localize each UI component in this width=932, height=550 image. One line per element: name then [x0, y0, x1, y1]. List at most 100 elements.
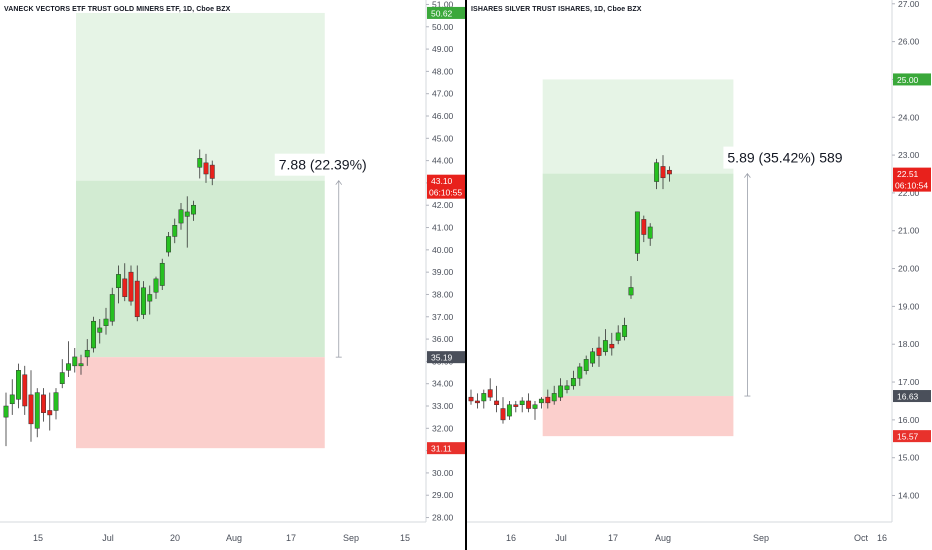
gdx-candle-body	[84, 349, 90, 358]
gdx-candle-body	[166, 236, 171, 253]
pane-divider[interactable]	[465, 0, 467, 550]
slv-candle-body	[519, 400, 525, 405]
gdx-candle-body	[9, 394, 15, 405]
slv-candle-body	[570, 378, 576, 387]
slv-time-tick-label: Sep	[753, 533, 769, 543]
gdx-measure-arrowhead	[335, 180, 343, 185]
slv-candle-body	[500, 408, 506, 421]
slv-target-badge: 25.00	[897, 75, 919, 85]
gdx-time-tick-label: Jul	[102, 533, 114, 543]
slv-candle-body	[615, 332, 621, 341]
slv-price-tick-label: 17.00	[898, 377, 920, 387]
gdx-price-tick-label: 41.00	[432, 223, 454, 233]
slv-candle-body	[481, 393, 487, 402]
slv-price-tick-label: 16.00	[898, 415, 920, 425]
gdx-time-tick-label: 17	[286, 533, 296, 543]
slv-target-badge-bg	[893, 73, 931, 86]
slv-time-tick-label: Oct	[854, 533, 869, 543]
gdx-candle-body	[178, 209, 184, 224]
slv-candle-body	[468, 396, 474, 402]
gdx-candle-body	[16, 370, 21, 400]
gdx-chart-pane[interactable]: 28.0029.0030.0031.0032.0033.0034.0035.00…	[0, 0, 465, 550]
gdx-candle-body	[47, 410, 53, 416]
slv-last-price-badge-bg	[893, 167, 931, 192]
gdx-candle-body	[22, 374, 28, 407]
gdx-price-tick-label: 47.00	[432, 89, 454, 99]
gdx-last-price-badge-bg	[427, 174, 465, 199]
gdx-entry-badge: 35.19	[431, 353, 453, 363]
gdx-stop-badge: 31.11	[431, 444, 452, 454]
gdx-price-tick-label: 29.00	[432, 490, 454, 500]
gdx-candle-body	[28, 394, 34, 425]
slv-chart-pane[interactable]: 14.00 15.00 16.00 17.00 18.00 19.00 20.00 21.00…	[467, 0, 932, 550]
gdx-price-tick-label: 38.00	[432, 289, 454, 299]
gdx-target-badge: 50.62	[431, 8, 453, 18]
gdx-candle-body	[159, 262, 165, 286]
slv-candle-body	[564, 385, 570, 390]
gdx-last-price-badge: 43.10	[431, 176, 453, 186]
slv-candle-body	[532, 404, 538, 409]
gdx-time-tick-label: Sep	[343, 533, 359, 543]
slv-stop-badge-bg	[893, 430, 931, 443]
gdx-price-tick-label: 50.00	[432, 22, 454, 32]
gdx-symbol-title: VANECK VECTORS ETF TRUST GOLD MINERS ETF…	[4, 6, 231, 13]
gdx-price-tick-label: 37.00	[432, 312, 454, 322]
gdx-price-tick-label: 42.00	[432, 200, 454, 210]
gdx-chart-svg[interactable]: 28.0029.0030.0031.0032.0033.0034.0035.00…	[0, 0, 465, 550]
gdx-price-tick-label: 32.00	[432, 423, 454, 433]
gdx-candle-body	[103, 318, 109, 326]
slv-candle-body	[602, 340, 608, 353]
slv-candle-body	[558, 385, 564, 398]
gdx-candle-body	[153, 278, 159, 293]
gdx-candle-body	[191, 204, 196, 215]
slv-price-tick-label: 24.00	[898, 112, 920, 122]
gdx-entry-badge-bg	[427, 351, 465, 364]
slv-countdown-badge: 06:10:54	[895, 181, 928, 191]
slv-candle-body	[538, 398, 544, 404]
gdx-target-badge-bg	[427, 6, 465, 19]
gdx-candle-body	[172, 225, 178, 237]
gdx-candle-body	[53, 392, 59, 411]
gdx-price-tick-label: 40.00	[432, 245, 454, 255]
slv-candle-body	[545, 396, 551, 404]
slv-time-tick-label: Aug	[655, 533, 671, 543]
gdx-countdown-badge: 06:10:55	[429, 188, 462, 198]
slv-price-tick-label: 15.00	[898, 453, 920, 463]
slv-price-tick-label: 14.00	[898, 491, 920, 501]
gdx-time-tick-label: 15	[400, 533, 410, 543]
slv-candle-body	[526, 400, 532, 409]
gdx-candle-body	[203, 162, 209, 175]
gdx-candle-body	[184, 211, 190, 217]
slv-measure-arrowhead	[744, 172, 751, 178]
gdx-price-tick-label: 34.00	[432, 379, 454, 389]
gdx-candle-body	[3, 405, 9, 418]
slv-candle-body	[596, 347, 602, 356]
gdx-candle-body	[128, 271, 134, 302]
slv-price-tick-label: 21.00	[898, 226, 920, 236]
gdx-candle-body	[59, 372, 65, 384]
gdx-candle-body	[147, 294, 153, 302]
slv-stop-zone	[542, 396, 734, 437]
gdx-price-tick-label: 48.00	[432, 66, 454, 76]
gdx-price-tick-label: 44.00	[432, 156, 454, 166]
slv-candle-body	[551, 393, 557, 402]
slv-chart-svg[interactable]: 14.00 15.00 16.00 17.00 18.00 19.00 20.00 21.00…	[467, 0, 932, 550]
slv-candle-body	[641, 219, 647, 235]
slv-candle-body	[634, 211, 640, 254]
slv-candle-body	[506, 404, 512, 417]
slv-candle-body	[660, 166, 666, 179]
slv-price-tick-label: 23.00	[898, 150, 920, 160]
gdx-price-tick-label: 51.00	[432, 0, 454, 9]
gdx-candle-body	[197, 158, 203, 168]
slv-candle-body	[647, 226, 653, 239]
gdx-candle-body	[78, 363, 84, 367]
slv-price-tick-label: 20.00	[898, 264, 920, 274]
gdx-candle-body	[134, 280, 140, 318]
slv-time-tick-label: 16	[877, 533, 887, 543]
slv-candle-body	[494, 400, 500, 405]
slv-candle-body	[622, 325, 628, 337]
slv-price-tick-label: 22.00	[898, 188, 920, 198]
slv-time-tick-label: 17	[608, 533, 618, 543]
slv-last-price-badge: 22.51	[897, 169, 919, 179]
gdx-price-tick-label: 49.00	[432, 44, 454, 54]
